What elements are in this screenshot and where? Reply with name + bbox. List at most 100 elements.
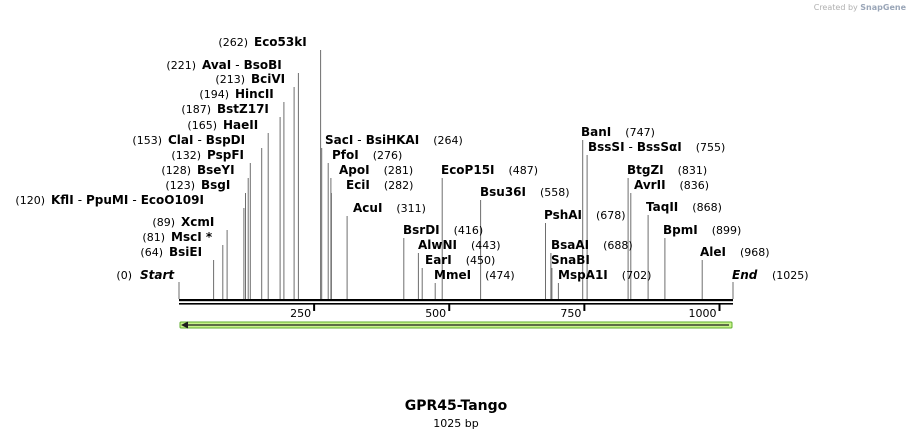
site-name-clai: ClaI [168,133,193,147]
feature-track [179,321,733,329]
site-name-snabi: SnaBI [551,253,590,267]
end-marker-start: Start (0) [116,268,175,282]
site-clai: ClaI - BspDI (153) [132,133,245,147]
site-alei: AleI (968) [700,245,770,259]
site-bsaai: BsaAI (688) [551,238,633,252]
site-msci: MscI * (81) [142,230,212,244]
site-position: (968) [740,246,770,259]
site-name-pfoi: PfoI [332,148,359,162]
ruler-top-line [179,299,733,302]
site-name-ppumi: PpuMI [86,193,128,207]
site-acui: AcuI (311) [353,201,426,215]
site-name-bsrdi: BsrDI [403,223,440,237]
site-alwni: AlwNI (443) [418,238,501,252]
site-position: (165) [187,119,217,132]
site-position: (81) [142,231,165,244]
site-labels: BsiEI(64)MscI *(81)XcmI(89)KflI - PpuMI - Ec… [15,35,808,282]
site-bsgi: BsgI (123) [165,178,230,192]
site-separator: - [198,133,202,147]
site-position: (128) [161,164,191,177]
site-name-msci: MscI * [171,230,213,244]
site-name-mmei: MmeI [434,268,471,282]
site-position: (755) [696,141,726,154]
site-position: (678) [596,209,626,222]
site-snabi: SnaBI [551,253,590,267]
site-position: (899) [712,224,742,237]
site-position: (262) [218,36,248,49]
site-taqii: TaqII (868) [646,200,722,214]
site-position: (487) [509,164,539,177]
site-bsiei: BsiEI (64) [140,245,202,259]
site-position: (221) [166,59,196,72]
site-position: (89) [152,216,175,229]
site-name-xcmi: XcmI [181,215,214,229]
site-name-ecoo109i: EcoO109I [141,193,204,207]
site-name-bsobi: BsoBI [244,58,282,72]
tick-label-250: 250 [290,307,311,320]
site-position: (868) [692,201,722,214]
site-position: (702) [622,269,652,282]
site-bcivi: BciVI (213) [215,72,285,86]
site-name-bsssi: BssSI [588,140,625,154]
site-position: (187) [181,103,211,116]
site-haeii: HaeII (165) [187,118,258,132]
site-pspfi: PspFI (132) [171,148,244,162]
tick-label-750: 750 [560,307,581,320]
sequence-ruler: 250 500 750 1000 [179,299,733,320]
snapgene-logo: SnapGene [860,3,906,12]
site-eco53ki: Eco53kI (262) [218,35,306,49]
end-position: (1025) [772,269,809,282]
site-ecii: EciI (282) [346,178,413,192]
site-name-pshai: PshAI [544,208,582,222]
site-name-bsihkai: BsiHKAI [366,133,420,147]
site-position: (132) [171,149,201,162]
site-name-alwni: AlwNI [418,238,457,252]
site-name-saci: SacI [325,133,353,147]
site-lines [178,50,734,299]
site-name-bsu36i: Bsu36I [480,185,526,199]
site-kfli: KflI - PpuMI - EcoO109I(120) [15,193,204,207]
site-mmei: MmeI (474) [434,268,515,282]
site-separator: - [357,133,361,147]
snapgene-credit: Created by SnapGene [814,3,906,12]
site-pshai: PshAI (678) [544,208,626,222]
site-xcmi: XcmI (89) [152,215,214,229]
tick-label-1000: 1000 [689,307,717,320]
site-name-bsgi: BsgI [201,178,230,192]
site-position: (416) [454,224,484,237]
credit-prefix: Created by [813,3,858,12]
site-name-bsiei: BsiEI [169,245,202,259]
site-separator: - [132,193,136,207]
construct-length: 1025 bp [433,417,479,430]
site-position: (264) [433,134,463,147]
site-position: (123) [165,179,195,192]
site-name-haeii: HaeII [223,118,258,132]
site-position: (688) [603,239,633,252]
site-name-kfli: KflI [51,193,74,207]
site-hincii: HincII (194) [199,87,273,101]
site-btgzi: BtgZI (831) [627,163,707,177]
site-avrii: AvrII (836) [634,178,709,192]
site-bsu36i: Bsu36I (558) [480,185,570,199]
site-apoi: ApoI (281) [339,163,413,177]
site-name-pspfi: PspFI [207,148,244,162]
site-position: (194) [199,88,229,101]
site-name-btgzi: BtgZI [627,163,664,177]
site-separator: - [235,58,239,72]
site-position: (276) [373,149,403,162]
site-name-ecii: EciI [346,178,370,192]
site-name-bseyi: BseYI [197,163,235,177]
site-position: (281) [384,164,414,177]
tick-label-500: 500 [425,307,446,320]
site-position: (213) [215,73,245,86]
site-name-bstz17i: BstZ17I [217,102,269,116]
site-position: (282) [384,179,414,192]
end-position: (0) [116,269,132,282]
site-name-bani: BanI [581,125,611,139]
site-avai: AvaI - BsoBI (221) [166,58,281,72]
feature-arrow-head [181,321,188,329]
site-saci: SacI - BsiHKAI (264) [325,133,463,147]
site-bseyi: BseYI (128) [161,163,234,177]
site-name-avai: AvaI [202,58,231,72]
